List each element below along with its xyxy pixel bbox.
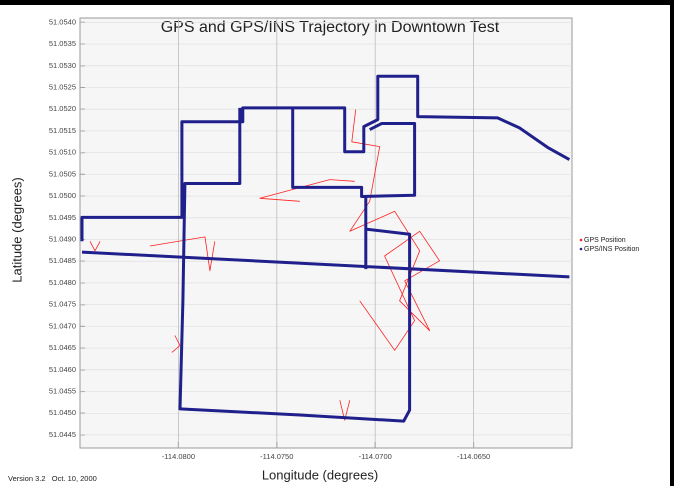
- y-tick-label: 51.0520: [49, 104, 76, 113]
- x-tick-label: -114.0700: [359, 452, 392, 461]
- y-tick-label: 51.0455: [49, 387, 76, 396]
- series-line: [80, 74, 571, 423]
- y-tick-label: 51.0530: [49, 61, 76, 70]
- y-tick-label: 51.0535: [49, 39, 76, 48]
- y-tick-label: 51.0465: [49, 343, 76, 352]
- y-tick-label: 51.0540: [49, 17, 76, 26]
- y-tick-label: 51.0480: [49, 278, 76, 287]
- y-tick-label: 51.0490: [49, 234, 76, 243]
- y-tick-label: 51.0450: [49, 408, 76, 417]
- right-border: [670, 0, 674, 486]
- y-tick-label: 51.0525: [49, 82, 76, 91]
- y-tick-label: 51.0445: [49, 430, 76, 439]
- x-tick-label: -114.0800: [162, 452, 195, 461]
- x-axis-label: Longitude (degrees): [262, 467, 378, 482]
- y-tick-label: 51.0515: [49, 126, 76, 135]
- footer: Version 3.2 Oct. 10, 2000: [8, 474, 97, 483]
- top-border: [0, 0, 674, 5]
- y-tick-label: 51.0495: [49, 213, 76, 222]
- y-tick-label: 51.0460: [49, 365, 76, 374]
- y-tick-label: 51.0475: [49, 300, 76, 309]
- y-axis-label: Latitude (degrees): [9, 177, 24, 283]
- chart-title: GPS and GPS/INS Trajectory in Downtown T…: [161, 19, 500, 36]
- y-tick-label: 51.0500: [49, 191, 76, 200]
- x-tick-label: -114.0750: [260, 452, 293, 461]
- y-tick-label: 51.0505: [49, 169, 76, 178]
- legend-label: GPS Position: [584, 237, 626, 244]
- series-line: [89, 109, 440, 421]
- legend-label: GPS/INS Position: [584, 246, 639, 253]
- x-tick-label: -114.0650: [457, 452, 490, 461]
- legend-marker: [579, 247, 583, 251]
- y-tick-label: 51.0485: [49, 256, 76, 265]
- plot-area: [79, 17, 573, 449]
- legend-marker: [579, 238, 583, 242]
- y-tick-label: 51.0470: [49, 321, 76, 330]
- y-tick-label: 51.0510: [49, 148, 76, 157]
